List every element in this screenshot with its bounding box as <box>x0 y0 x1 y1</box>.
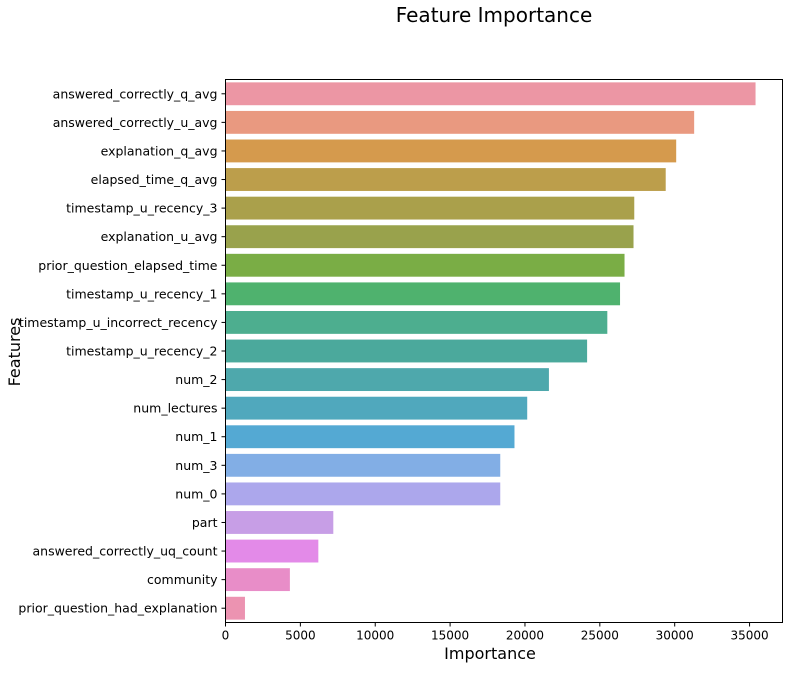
y-tick-label: elapsed_time_q_avg <box>91 172 218 187</box>
category-labels: answered_correctly_q_avg answered_correct… <box>18 86 226 616</box>
x-tick-label: 25000 <box>581 629 619 643</box>
x-tick-label: 10000 <box>356 629 394 643</box>
y-tick-label: num_2 <box>175 372 217 387</box>
bar-num-0 <box>225 482 501 506</box>
y-tick-label: explanation_u_avg <box>101 229 218 244</box>
bar-num-2 <box>225 368 549 392</box>
y-tick-label: part <box>192 515 218 530</box>
y-tick-label: timestamp_u_incorrect_recency <box>19 315 218 330</box>
bar-num-1 <box>225 425 515 449</box>
bar-timestamp-u-incorrect-recency <box>225 310 608 334</box>
chart-title: Feature Importance <box>396 3 593 27</box>
y-tick-label: answered_correctly_q_avg <box>53 86 218 101</box>
bar-num-3 <box>225 453 501 477</box>
bar-num-lectures <box>225 396 528 420</box>
bar-elapsed-time-q-avg <box>225 168 666 191</box>
x-tick-label: 30000 <box>656 629 694 643</box>
bar-part <box>225 511 334 534</box>
bar-explanation-q-avg <box>225 139 677 163</box>
y-tick-label: num_lectures <box>133 401 217 416</box>
bar-answered-correctly-q-avg <box>225 82 756 106</box>
y-tick-label: prior_question_elapsed_time <box>38 258 218 273</box>
y-tick-label: timestamp_u_recency_3 <box>66 201 217 216</box>
y-tick-label: explanation_q_avg <box>101 143 218 158</box>
y-tick-label: answered_correctly_u_avg <box>53 115 218 130</box>
y-axis-label: Features <box>5 318 24 387</box>
y-tick-label: timestamp_u_recency_1 <box>66 286 217 301</box>
bar-explanation-u-avg <box>225 225 634 249</box>
y-tick-label: num_3 <box>175 458 217 473</box>
plot-frame <box>225 79 783 623</box>
bar-answered-correctly-uq-count <box>225 539 319 563</box>
x-tick-label: 35000 <box>730 629 768 643</box>
x-tick-label: 0 <box>222 629 230 643</box>
y-tick-label: timestamp_u_recency_2 <box>66 344 217 359</box>
bar-community <box>225 568 290 592</box>
x-tick-label: 15000 <box>431 629 469 643</box>
bar-prior-question-had-explanation <box>225 596 245 620</box>
y-tick-label: answered_correctly_uq_count <box>32 544 217 559</box>
bar-timestamp-u-recency-2 <box>225 339 588 363</box>
bar-answered-correctly-u-avg <box>225 110 695 134</box>
y-tick-label: num_1 <box>175 429 217 444</box>
y-tick-label: num_0 <box>175 486 217 501</box>
x-axis-label: Importance <box>444 644 536 663</box>
bars-group <box>225 82 756 620</box>
x-tick-label: 20000 <box>506 629 544 643</box>
bar-timestamp-u-recency-3 <box>225 196 635 220</box>
bar-prior-question-elapsed-time <box>225 253 625 277</box>
y-tick-label: prior_question_had_explanation <box>18 601 217 616</box>
x-tick-label: 5000 <box>285 629 316 643</box>
bar-timestamp-u-recency-1 <box>225 282 621 306</box>
x-axis-ticks: 0 5000 10000 15000 20000 25000 30000 35000 <box>222 622 769 643</box>
y-tick-label: community <box>147 572 218 587</box>
